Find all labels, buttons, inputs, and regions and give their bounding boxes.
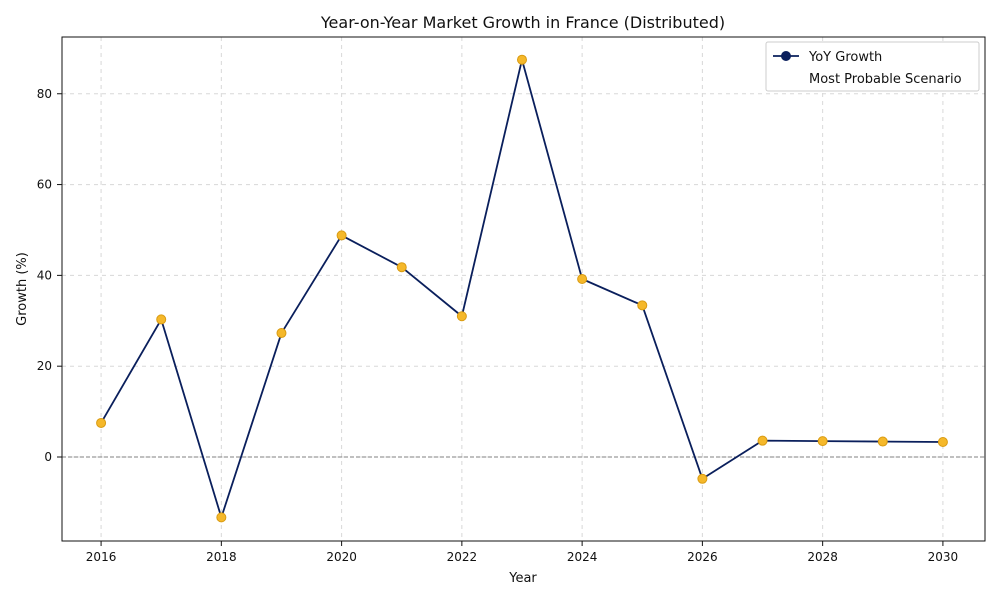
data-point-2018 [216, 512, 227, 523]
x-tick-label: 2030 [928, 550, 959, 564]
x-tick-label: 2022 [447, 550, 478, 564]
x-tick-label: 2026 [687, 550, 718, 564]
legend-marker-icon [781, 51, 791, 61]
y-tick-label: 60 [37, 178, 52, 192]
axes-layer [61, 36, 986, 542]
legend-label-most-probable-scenario: Most Probable Scenario [809, 72, 962, 87]
plot-frame [61, 36, 986, 542]
x-tick-label: 2024 [567, 550, 598, 564]
data-point-2016 [96, 417, 107, 428]
legend: YoY Growth Most Probable Scenario [765, 41, 980, 92]
data-point-2024 [577, 274, 588, 285]
y-tick-label: 80 [37, 87, 52, 101]
data-point-2020 [336, 230, 347, 241]
x-tick-label: 2018 [206, 550, 237, 564]
data-point-2030 [937, 437, 948, 448]
data-point-2023 [516, 54, 527, 65]
x-axis-label: Year [508, 571, 537, 586]
y-tick-label: 20 [37, 359, 52, 373]
series-layer [96, 54, 948, 523]
ticks-layer: 2016 2018 2020 2022 2024 2026 2028 2030 0 20 40 60 8… [37, 87, 958, 564]
y-tick-label: 0 [44, 450, 52, 464]
data-point-2019 [276, 328, 287, 339]
data-point-2026 [697, 473, 708, 484]
data-point-2022 [456, 311, 467, 322]
y-axis-label: Growth (%) [15, 252, 30, 326]
x-tick-label: 2020 [326, 550, 357, 564]
x-tick-label: 2016 [86, 550, 117, 564]
data-point-2028 [817, 436, 828, 447]
data-point-2017 [156, 314, 167, 325]
data-point-2029 [877, 436, 888, 447]
series-line-yoy-growth [100, 58, 944, 519]
data-point-2021 [396, 262, 407, 273]
data-point-2025 [637, 300, 648, 311]
legend-label-yoy-growth: YoY Growth [808, 50, 882, 65]
x-tick-label: 2028 [807, 550, 838, 564]
legend-box [765, 41, 980, 92]
grid-layer [62, 37, 985, 541]
y-tick-label: 40 [37, 268, 52, 282]
chart-title: Year-on-Year Market Growth in France (Di… [320, 13, 725, 32]
data-point-2027 [757, 435, 768, 446]
